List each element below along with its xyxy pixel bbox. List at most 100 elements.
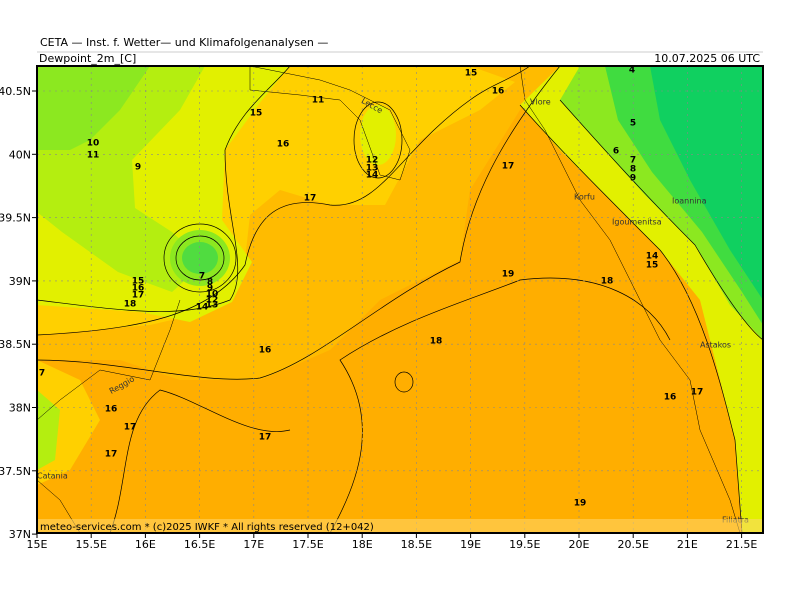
y-tick-label: 40N <box>9 148 31 161</box>
contour-label: 17 <box>124 423 137 433</box>
parameter-title: Dewpoint_2m_[C] <box>39 52 136 65</box>
contour-label: 17 <box>502 162 515 172</box>
field-band <box>37 66 150 150</box>
contour-label: 16 <box>132 284 145 294</box>
field-band <box>182 242 218 274</box>
contour-label: 12 <box>206 296 219 306</box>
x-tick-label: 16.5E <box>184 538 215 551</box>
map-frame <box>36 65 764 534</box>
x-tick-label: 20.5E <box>617 538 648 551</box>
y-tick-label: 37N <box>9 528 31 541</box>
x-tick-label: 21.5E <box>726 538 757 551</box>
contour-label: 16 <box>492 87 505 97</box>
contour-label: 16 <box>259 346 272 356</box>
x-tick-label: 15E <box>27 538 48 551</box>
contour-label: 17 <box>259 433 272 443</box>
contour-label: 13 <box>366 164 379 174</box>
field-band <box>360 105 396 165</box>
place-label: Igoumenitsa <box>612 218 662 227</box>
place-label: Astakos <box>700 341 731 350</box>
coastline <box>519 66 741 533</box>
isoline <box>559 99 763 341</box>
contour-label: 4 <box>629 66 635 76</box>
isoline <box>109 389 291 533</box>
contour-label: 15 <box>132 277 145 287</box>
contour-label: 16 <box>277 140 290 150</box>
contour-label: 12 <box>366 156 379 166</box>
contour-label: 18 <box>601 277 614 287</box>
coastline <box>249 66 411 181</box>
isoline <box>37 66 291 312</box>
field-band <box>37 390 60 470</box>
y-tick-label: 38N <box>9 402 31 415</box>
x-tick-label: 15.5E <box>75 538 106 551</box>
contour-label: 11 <box>87 151 100 161</box>
axes: 15E 15.5E 16E 16.5E 17E 17.5E 18E 18.5E 19E 19.5E… <box>0 85 757 551</box>
valid-time: 10.07.2025 06 UTC <box>654 52 760 65</box>
place-label: Korfu <box>574 193 595 202</box>
contour-label: 9 <box>207 284 213 294</box>
contour-label: 5 <box>630 119 636 129</box>
x-tick-label: 17.5E <box>292 538 323 551</box>
x-tick-label: 16E <box>135 538 156 551</box>
contour-label: 14 <box>366 171 379 181</box>
contour-label: 16 <box>664 393 677 403</box>
contour-label: 7 <box>39 369 45 379</box>
isoline <box>329 277 671 533</box>
isoline <box>175 235 225 281</box>
contour-label: 16 <box>105 405 118 415</box>
contour-label: 18 <box>124 300 137 310</box>
x-tick-label: 17E <box>243 538 264 551</box>
x-tick-label: 18E <box>352 538 373 551</box>
contour-label: 11 <box>312 96 325 106</box>
y-tick-label: 40.5N <box>0 85 31 98</box>
contour-label: 13 <box>206 301 219 311</box>
place-label: Vlore <box>530 98 551 107</box>
x-tick-label: 19E <box>460 538 481 551</box>
contour-label: 14 <box>646 252 659 262</box>
isoline <box>353 101 403 179</box>
contour-label: 10 <box>206 290 219 300</box>
footer-band <box>37 519 763 533</box>
isoline <box>519 104 743 533</box>
field-band <box>650 66 763 300</box>
place-label: Catania <box>37 472 68 481</box>
x-tick-label: 18.5E <box>401 538 432 551</box>
contour-label: 18 <box>430 337 443 347</box>
contour-label: 17 <box>132 291 145 301</box>
contour-label: 7 <box>630 156 636 166</box>
isoline <box>394 371 414 393</box>
contour-label: 19 <box>574 499 587 509</box>
contour-label: 8 <box>207 278 213 288</box>
isoline <box>163 223 237 293</box>
isoline <box>37 66 561 380</box>
contour-label: 15 <box>646 261 659 271</box>
contour-label: 8 <box>630 165 636 175</box>
y-tick-label: 38.5N <box>0 338 31 351</box>
y-tick-label: 39N <box>9 275 31 288</box>
contour-label: 14 <box>196 303 209 313</box>
place-label: Ioannina <box>672 197 707 206</box>
contour-label: 9 <box>135 163 141 173</box>
contour-label: 7 <box>199 272 205 282</box>
footer-text: meteo-services.com * (c)2025 IWKF * All … <box>40 522 374 533</box>
contour-label: 17 <box>691 388 704 398</box>
contour-label: 19 <box>502 270 515 280</box>
x-tick-label: 20E <box>569 538 590 551</box>
contour-label: 10 <box>87 139 100 149</box>
y-tick-label: 37.5N <box>0 465 31 478</box>
x-tick-label: 19.5E <box>509 538 540 551</box>
contour-label: 15 <box>250 109 263 119</box>
y-tick-label: 39.5N <box>0 212 31 225</box>
contour-label: 17 <box>105 450 118 460</box>
contour-label: 15 <box>465 69 478 79</box>
contour-label: 9 <box>630 174 636 184</box>
x-tick-label: 21E <box>677 538 698 551</box>
isoline <box>37 66 531 336</box>
contour-label: 17 <box>304 194 317 204</box>
map-field: 1516111516121314171710119456789789101213… <box>37 66 763 533</box>
graticule <box>37 66 763 533</box>
contour-label: 6 <box>613 147 619 157</box>
source-title: CETA — Inst. f. Wetter— und Klimafolgena… <box>40 36 328 49</box>
